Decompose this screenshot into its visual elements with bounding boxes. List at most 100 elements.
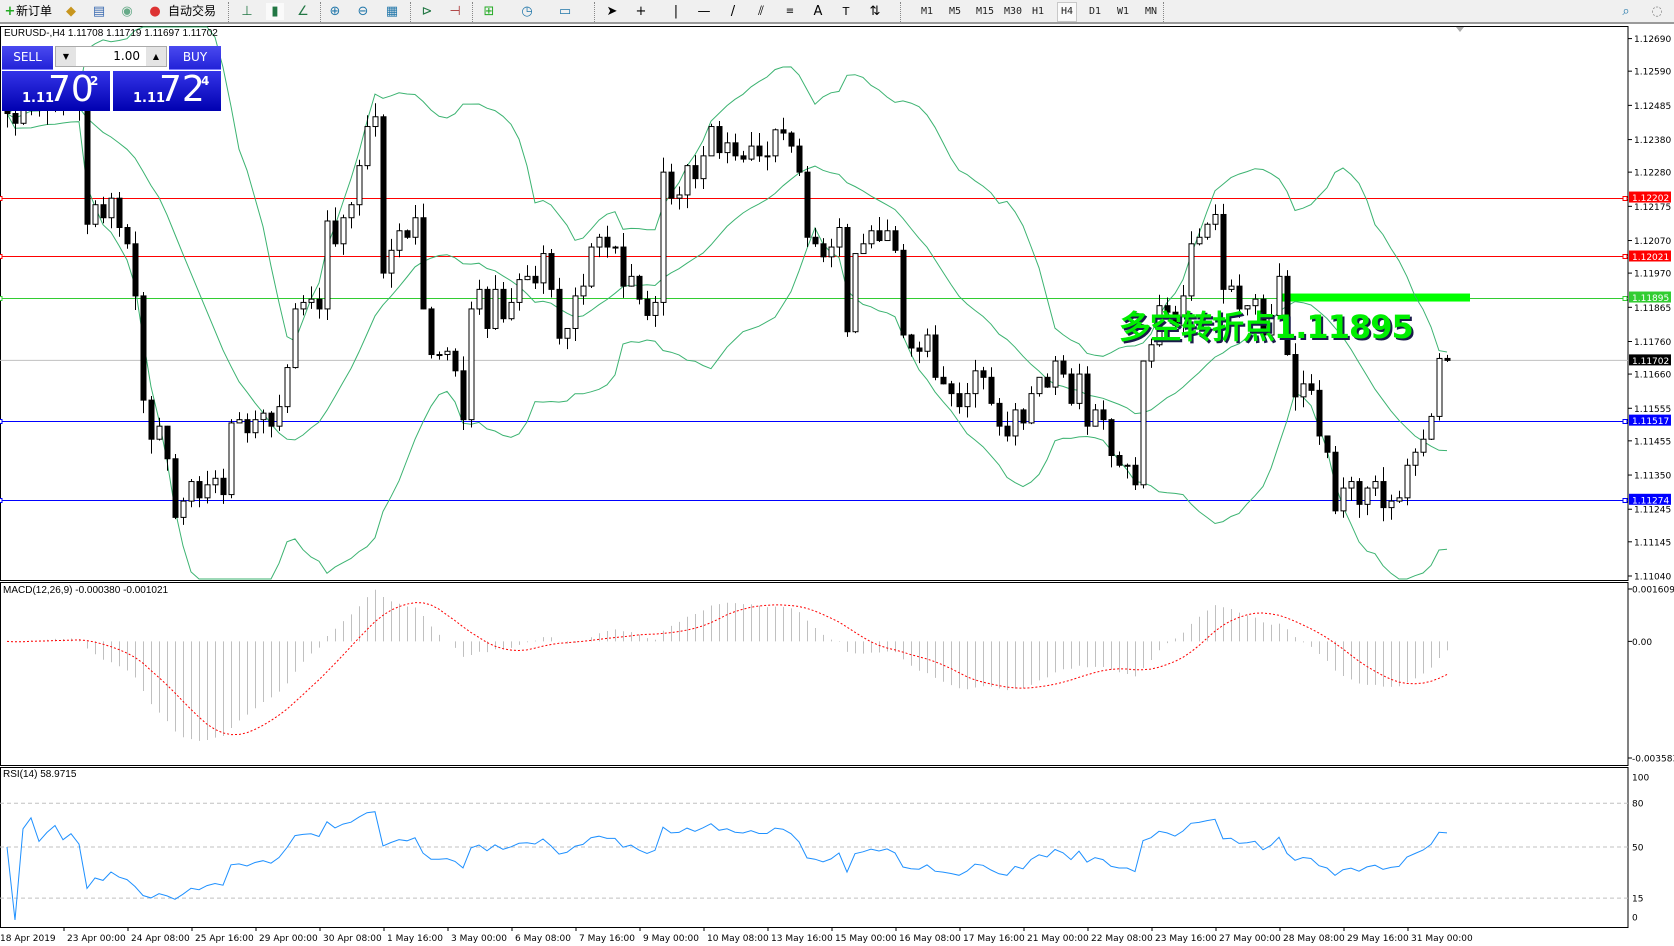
lot-decrease-button[interactable]: ▼ bbox=[56, 47, 76, 66]
candle bbox=[1412, 448, 1419, 476]
line-chart-icon[interactable]: ∠ bbox=[297, 4, 309, 19]
trendline-icon[interactable]: / bbox=[730, 4, 736, 19]
rsi-panel bbox=[0, 802, 1628, 921]
new-order-button[interactable]: 新订单 bbox=[16, 4, 53, 18]
candle bbox=[476, 279, 483, 315]
bull-candle-body bbox=[540, 253, 547, 284]
timeframe-m30[interactable]: M30 bbox=[1004, 6, 1023, 17]
text-icon[interactable]: A bbox=[813, 4, 823, 19]
price-tick-label: 1.12380 bbox=[1634, 136, 1671, 146]
zoom-out-icon[interactable]: ⊖ bbox=[357, 4, 369, 19]
candle bbox=[588, 243, 595, 288]
candle bbox=[316, 287, 323, 319]
level-price-label: 1.11274 bbox=[1632, 496, 1669, 506]
timeframe-m1[interactable]: M1 bbox=[921, 6, 934, 17]
price-tick-label: 1.12280 bbox=[1634, 169, 1671, 179]
chart-shift-marker bbox=[1456, 27, 1464, 32]
time-label: 23 May 16:00 bbox=[1155, 934, 1217, 944]
new-order-icon[interactable]: + bbox=[4, 4, 16, 19]
bull-candle-body bbox=[444, 350, 451, 356]
timeframe-m5[interactable]: M5 bbox=[949, 6, 962, 17]
bull-candle-body bbox=[1052, 360, 1059, 388]
timeframe-m15[interactable]: M15 bbox=[976, 6, 995, 17]
candle bbox=[1140, 360, 1147, 489]
bear-candle-body bbox=[1084, 373, 1091, 427]
bull-candle-body bbox=[860, 243, 867, 255]
bull-candle-body bbox=[1180, 295, 1187, 326]
macd-panel-frame bbox=[0, 582, 1629, 766]
market-watch-icon[interactable]: ▤ bbox=[92, 4, 106, 19]
text-label-icon[interactable]: T bbox=[842, 5, 850, 18]
sell-price[interactable]: 1.11 70 2 bbox=[2, 69, 110, 111]
buy-price[interactable]: 1.11 72 4 bbox=[113, 69, 221, 111]
candle bbox=[444, 347, 451, 361]
bear-candle-body bbox=[1380, 481, 1387, 509]
bull-candle-body bbox=[1396, 497, 1403, 502]
auto-trading-button[interactable]: 自动交易 bbox=[168, 4, 217, 18]
auto-trading-icon[interactable]: ● bbox=[149, 4, 161, 19]
templates-icon[interactable]: ▭ bbox=[558, 4, 572, 19]
level-price-label: 1.11895 bbox=[1632, 294, 1669, 304]
bear-candle-body bbox=[460, 370, 467, 421]
lot-size-stepper[interactable]: ▼ 1.00 ▲ bbox=[55, 46, 167, 67]
candle bbox=[284, 364, 291, 413]
chat-icon[interactable]: ◌ bbox=[1651, 4, 1663, 19]
candle bbox=[1108, 418, 1115, 468]
candle bbox=[1220, 203, 1227, 304]
bear-candle-body bbox=[668, 171, 675, 199]
candle bbox=[500, 281, 507, 323]
arrows-icon[interactable]: ⇅ bbox=[869, 4, 881, 19]
lot-increase-button[interactable]: ▲ bbox=[146, 47, 166, 66]
bear-candle-body bbox=[820, 243, 827, 258]
bear-candle-body bbox=[1324, 435, 1331, 453]
candle bbox=[196, 476, 203, 508]
level-price-label: 1.11517 bbox=[1632, 417, 1669, 427]
bull-candle-body bbox=[748, 145, 755, 160]
candle bbox=[428, 306, 435, 359]
horizontal-line-icon[interactable]: — bbox=[697, 4, 711, 19]
bear-candle-body bbox=[740, 155, 747, 160]
indicators-icon[interactable]: ⊞ bbox=[483, 4, 495, 19]
candle bbox=[1436, 353, 1443, 421]
candle bbox=[716, 121, 723, 159]
candle bbox=[308, 286, 315, 309]
chart-shift-icon[interactable]: ⊣ bbox=[449, 4, 461, 19]
timeframe-w1[interactable]: W1 bbox=[1117, 6, 1130, 17]
candlestick-icon[interactable]: ▮ bbox=[266, 3, 284, 20]
crosshair-icon[interactable]: + bbox=[635, 4, 647, 19]
tile-windows-icon[interactable]: ▦ bbox=[385, 4, 399, 19]
timeframe-mn[interactable]: MN bbox=[1145, 6, 1158, 17]
search-icon[interactable]: ⌕ bbox=[1622, 4, 1630, 19]
bear-candle-body bbox=[804, 171, 811, 238]
bull-candle-body bbox=[868, 230, 875, 245]
buy-button[interactable]: BUY bbox=[169, 46, 221, 70]
rsi-tick-label: 0 bbox=[1632, 914, 1638, 924]
bear-candle-body bbox=[1060, 360, 1067, 375]
signal-icon[interactable]: ◉ bbox=[121, 4, 133, 19]
bear-candle-body bbox=[604, 236, 611, 248]
candle bbox=[604, 225, 611, 258]
sell-button[interactable]: SELL bbox=[2, 46, 53, 70]
candle bbox=[292, 303, 299, 369]
vertical-line-icon[interactable]: | bbox=[673, 4, 679, 19]
gold-bars-icon[interactable]: ◆ bbox=[66, 4, 76, 19]
zoom-in-icon[interactable]: ⊕ bbox=[329, 4, 341, 19]
bear-candle-body bbox=[420, 217, 427, 310]
timeframe-h1[interactable]: H1 bbox=[1032, 6, 1045, 17]
periods-clock-icon[interactable]: ◷ bbox=[521, 4, 533, 19]
fibonacci-icon[interactable]: ≡ bbox=[785, 6, 795, 17]
autoscroll-icon[interactable]: ⊳ bbox=[421, 4, 433, 19]
bear-candle-body bbox=[380, 116, 387, 274]
equidistant-channel-icon[interactable]: ⫽ bbox=[758, 4, 764, 19]
bear-candle-body bbox=[1132, 464, 1139, 486]
cursor-icon[interactable]: ➤ bbox=[606, 4, 618, 19]
timeframe-h4[interactable]: H4 bbox=[1057, 2, 1078, 22]
candle bbox=[1396, 490, 1403, 503]
lot-size-input[interactable]: 1.00 bbox=[113, 49, 140, 63]
candle bbox=[1364, 486, 1371, 516]
candle bbox=[1084, 366, 1091, 435]
timeframe-d1[interactable]: D1 bbox=[1089, 6, 1102, 17]
candlesticks bbox=[4, 82, 1451, 525]
bar-chart-icon[interactable]: ⊥ bbox=[241, 4, 253, 19]
